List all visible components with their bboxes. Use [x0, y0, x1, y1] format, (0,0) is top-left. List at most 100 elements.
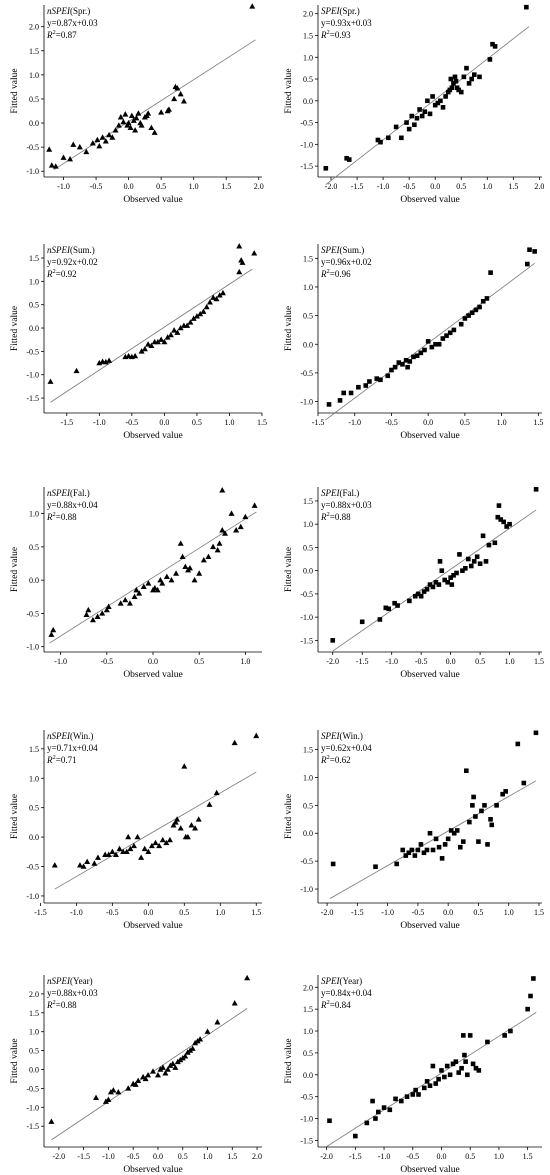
- regression-equation: y=0.96x+0.02: [321, 257, 372, 267]
- panel-title-season: (Win.): [340, 731, 363, 741]
- data-point-square: [427, 830, 433, 836]
- data-point-triangle: [105, 1096, 112, 1102]
- r-squared-symbol: R: [320, 1000, 327, 1010]
- data-point-triangle: [206, 801, 213, 807]
- y-tick-label: 1.5: [303, 746, 313, 755]
- data-point-square: [527, 247, 532, 253]
- data-point-square: [383, 605, 389, 611]
- y-tick-label: -0.5: [300, 119, 313, 128]
- x-axis-title: Observed value: [400, 921, 459, 931]
- y-tick-label: 0.5: [303, 1049, 313, 1058]
- r-squared-value: =0.88: [56, 1000, 77, 1010]
- data-point-square: [396, 360, 402, 365]
- data-point-square: [442, 577, 448, 583]
- data-point-triangle: [219, 487, 226, 493]
- x-tick-label: 1.5: [221, 182, 231, 191]
- x-axis-title: Observed value: [123, 921, 182, 931]
- data-point-triangle: [148, 842, 155, 849]
- data-point-triangle: [150, 1068, 156, 1074]
- regression-line: [326, 1012, 537, 1147]
- r-squared-symbol: R: [46, 755, 53, 765]
- y-tick-label: 2.0: [303, 983, 313, 992]
- x-tick-label: 0.5: [192, 418, 202, 427]
- data-point-square: [439, 1068, 444, 1073]
- data-point-square: [427, 582, 433, 587]
- y-tick-label: -1.0: [26, 371, 39, 380]
- data-point-square: [425, 339, 431, 344]
- y-tick-label: 0.0: [29, 119, 39, 128]
- regression-line: [54, 771, 257, 890]
- r-squared-exponent: 2: [53, 268, 56, 275]
- panel-title: SPEI(Year): [321, 976, 362, 986]
- x-tick-label: 0.5: [465, 1152, 475, 1161]
- data-point-triangle: [180, 98, 187, 104]
- x-tick-label: 0.5: [178, 1152, 188, 1161]
- data-point-square: [421, 589, 427, 594]
- data-point-square: [378, 139, 383, 145]
- r-squared-exponent: 2: [53, 29, 56, 36]
- panel-title-index: nSPEI: [47, 731, 71, 741]
- y-tick-label: 1.0: [303, 520, 313, 529]
- data-point-triangle: [117, 600, 124, 606]
- data-point-square: [480, 298, 486, 304]
- r-squared: R2=0.84: [320, 999, 351, 1010]
- x-tick-label: 0.0: [143, 908, 153, 917]
- data-point-square: [430, 1063, 436, 1069]
- r-squared: R2=0.93: [320, 29, 351, 40]
- data-point-triangle: [159, 836, 166, 843]
- data-point-triangle: [130, 842, 137, 849]
- data-point-triangle: [125, 119, 132, 126]
- y-tick-label: -1.5: [300, 162, 313, 171]
- y-tick-label: 1.0: [303, 283, 313, 292]
- panel-title: SPEI(Sum.): [321, 245, 364, 255]
- data-point-square: [458, 321, 464, 327]
- data-point-square: [415, 847, 421, 853]
- data-point-square: [409, 113, 415, 119]
- data-point-triangle: [84, 858, 91, 865]
- data-point-square: [502, 1033, 507, 1038]
- data-point-triangle: [200, 308, 207, 314]
- data-point-triangle: [110, 1087, 117, 1093]
- data-point-square: [451, 830, 457, 836]
- data-point-triangle: [99, 134, 106, 140]
- y-tick-label: -1.0: [26, 892, 39, 901]
- x-axis-title: Observed value: [400, 670, 459, 680]
- x-tick-label: -2.0: [53, 1152, 66, 1161]
- data-point-square: [432, 102, 438, 108]
- data-point-square: [367, 379, 372, 384]
- data-point-square: [436, 844, 442, 850]
- data-point-triangle: [216, 292, 223, 298]
- chart-panel-8: -2.0 -1.5 -1.0 -0.5 0.0 0.5 1.0 1.5 -1.0 -0.5 0.0 0…: [284, 730, 544, 931]
- data-point-square: [440, 336, 446, 341]
- data-point-triangle: [165, 106, 172, 112]
- data-point-square: [471, 72, 477, 77]
- data-point-square: [395, 603, 400, 608]
- data-point-triangle: [83, 611, 90, 617]
- regression-line: [50, 268, 253, 403]
- data-point-triangle: [228, 510, 235, 516]
- data-point-square: [503, 789, 508, 794]
- x-tick-label: -1.0: [377, 182, 390, 191]
- data-point-triangle: [204, 1028, 211, 1034]
- data-point-square: [448, 828, 454, 833]
- y-tick-label: -1.0: [300, 885, 313, 894]
- r-squared-exponent: 2: [53, 999, 56, 1006]
- x-tick-label: -1.0: [57, 182, 70, 191]
- data-point-square: [473, 814, 478, 819]
- data-point-triangle: [145, 848, 152, 855]
- x-tick-label: -2.0: [320, 1152, 333, 1161]
- data-point-triangle: [162, 1070, 169, 1076]
- data-point-square: [483, 559, 489, 564]
- x-tick-label: -1.0: [54, 657, 67, 666]
- r-squared: R2=0.88: [46, 999, 77, 1010]
- r-squared-symbol: R: [46, 30, 53, 40]
- x-tick-label: 1.5: [534, 657, 544, 666]
- data-point-square: [450, 1061, 456, 1067]
- panel-title: SPEI(Win.): [321, 731, 363, 741]
- data-point-triangle: [171, 95, 178, 102]
- data-point-square: [476, 839, 481, 844]
- data-point-square: [447, 1072, 453, 1078]
- data-point-triangle: [196, 570, 203, 576]
- panel-title-index: nSPEI: [47, 245, 71, 255]
- y-tick-label: -1.5: [300, 1136, 313, 1145]
